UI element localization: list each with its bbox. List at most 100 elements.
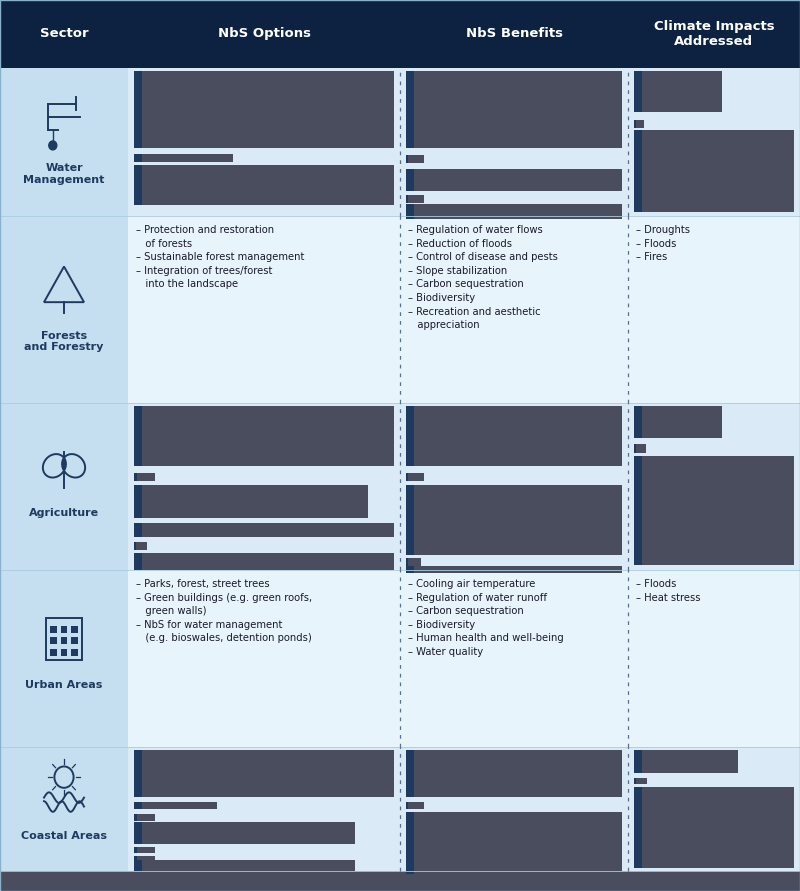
Bar	[635, 119, 644, 127]
Bar	[142, 485, 368, 518]
Bar	[414, 204, 622, 219]
Bar	[414, 406, 622, 466]
Bar	[134, 846, 137, 854]
Bar	[409, 155, 424, 163]
Bar	[634, 130, 642, 211]
Bar	[636, 778, 647, 784]
Bar	[406, 559, 408, 566]
Bar	[634, 70, 642, 112]
Bar	[634, 119, 635, 127]
Bar	[134, 814, 137, 821]
Bar	[642, 456, 794, 565]
Bar	[128, 747, 800, 871]
Bar	[142, 822, 354, 844]
Bar	[137, 856, 155, 863]
Bar	[134, 542, 136, 550]
Bar	[50, 649, 57, 656]
Bar	[134, 553, 142, 570]
Text: Agriculture: Agriculture	[29, 508, 99, 518]
Bar	[642, 130, 794, 211]
Bar	[406, 749, 414, 797]
Bar	[142, 553, 394, 570]
Text: Sector: Sector	[40, 28, 88, 40]
Bar	[0, 216, 128, 403]
Bar	[409, 195, 424, 203]
Text: Urban Areas: Urban Areas	[26, 680, 102, 690]
Bar	[406, 566, 414, 573]
Bar	[134, 485, 142, 518]
Bar	[137, 473, 155, 481]
Bar	[134, 822, 142, 844]
Bar	[134, 523, 142, 536]
Bar	[61, 649, 67, 656]
Bar	[634, 456, 642, 565]
Bar	[406, 70, 414, 148]
Bar	[634, 778, 636, 784]
Text: – Regulation of water flows
– Reduction of floods
– Control of disease and pests: – Regulation of water flows – Reduction …	[408, 225, 558, 331]
Bar	[134, 406, 142, 466]
Bar	[406, 812, 414, 874]
Bar	[71, 649, 78, 656]
Bar	[134, 165, 142, 205]
Text: NbS Benefits: NbS Benefits	[466, 28, 562, 40]
Bar	[142, 802, 218, 809]
Bar	[414, 566, 622, 573]
Bar	[50, 637, 57, 644]
Bar	[134, 70, 142, 148]
Bar	[0, 68, 128, 216]
Bar	[642, 70, 722, 112]
Bar	[134, 473, 137, 481]
Bar	[634, 406, 642, 437]
Bar	[128, 570, 800, 747]
Bar	[134, 802, 142, 809]
Bar	[137, 814, 155, 821]
Text: Coastal Areas: Coastal Areas	[21, 830, 107, 840]
Bar	[0, 747, 128, 871]
Bar	[406, 802, 409, 809]
Bar	[142, 70, 394, 148]
Bar	[414, 485, 622, 555]
Bar	[414, 168, 622, 191]
Text: Forests
and Forestry: Forests and Forestry	[24, 331, 104, 352]
Bar	[71, 637, 78, 644]
Bar	[134, 860, 142, 871]
Bar	[0, 871, 800, 891]
Text: Water
Management: Water Management	[23, 163, 105, 184]
Bar	[414, 749, 622, 797]
Bar	[642, 749, 738, 773]
Text: – Cooling air temperature
– Regulation of water runoff
– Carbon sequestration
– : – Cooling air temperature – Regulation o…	[408, 579, 564, 657]
Bar	[136, 542, 147, 550]
Bar	[128, 68, 800, 216]
Bar	[128, 403, 800, 570]
Bar	[50, 625, 57, 633]
Bar	[414, 812, 622, 874]
Bar	[134, 749, 142, 797]
Bar	[406, 155, 409, 163]
Bar	[636, 445, 646, 453]
Text: – Droughts
– Floods
– Fires: – Droughts – Floods – Fires	[636, 225, 690, 262]
Text: – Parks, forest, street trees
– Green buildings (e.g. green roofs,
   green wall: – Parks, forest, street trees – Green bu…	[136, 579, 312, 643]
Bar	[634, 445, 636, 453]
Text: NbS Options: NbS Options	[218, 28, 310, 40]
Bar	[642, 406, 722, 437]
Bar	[142, 749, 394, 797]
Bar	[406, 473, 409, 481]
Bar	[128, 216, 800, 403]
Bar	[0, 0, 800, 68]
Bar	[406, 406, 414, 466]
Bar	[406, 168, 414, 191]
Bar	[406, 204, 414, 219]
Bar	[142, 860, 354, 871]
Bar	[46, 617, 82, 660]
Text: Climate Impacts
Addressed: Climate Impacts Addressed	[654, 20, 774, 48]
Bar	[134, 856, 137, 863]
Bar	[142, 165, 394, 205]
Text: – Floods
– Heat stress: – Floods – Heat stress	[636, 579, 701, 602]
Bar	[134, 154, 142, 162]
Bar	[142, 406, 394, 466]
Bar	[414, 70, 622, 148]
Circle shape	[49, 141, 57, 150]
Bar	[0, 403, 128, 570]
Bar	[634, 749, 642, 773]
Text: – Protection and restoration
   of forests
– Sustainable forest management
– Int: – Protection and restoration of forests …	[136, 225, 304, 290]
